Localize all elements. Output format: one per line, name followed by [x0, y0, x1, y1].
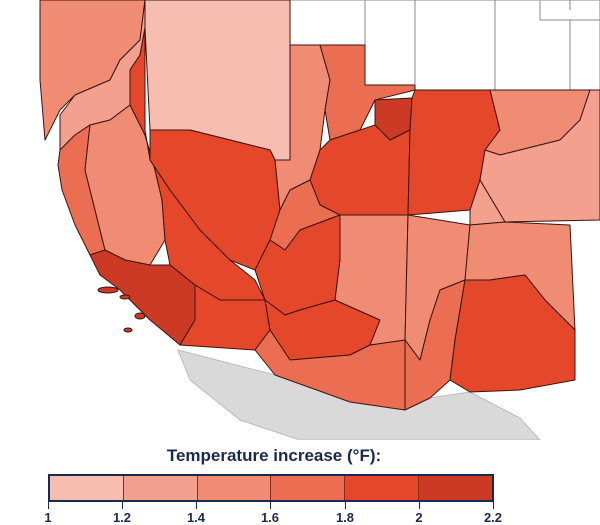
legend-tick: [122, 502, 123, 509]
region-ut-east: [309, 124, 411, 216]
legend-swatch: [197, 476, 272, 500]
legend-tick-label: 1.4: [186, 510, 206, 525]
legend-tick: [345, 502, 346, 509]
legend-tick-label: 1: [44, 510, 52, 525]
legend-tick-label: 1.8: [335, 510, 355, 525]
southwest-temperature-map: [39, 0, 600, 440]
climate-regions: [39, 0, 600, 411]
color-legend-bar: [48, 474, 494, 502]
legend-tick-label: 2.2: [483, 510, 503, 525]
legend-tick-label: 1.2: [112, 510, 132, 525]
legend-swatch: [50, 476, 124, 500]
legend-tick: [419, 502, 420, 509]
legend-swatch: [345, 476, 420, 500]
legend-title: Temperature increase (°F):: [166, 446, 382, 465]
legend-swatch: [271, 476, 346, 500]
legend-tick-label: 1.6: [260, 510, 280, 525]
legend-tick: [48, 502, 49, 509]
legend-tick: [493, 502, 494, 509]
legend-swatch: [123, 476, 198, 500]
legend-swatch: [419, 476, 492, 500]
channel-islands: [97, 286, 146, 333]
region-tx-south: [449, 274, 576, 393]
legend-tick: [270, 502, 271, 509]
legend-tick-label: 2: [415, 510, 423, 525]
legend-tick: [196, 502, 197, 509]
